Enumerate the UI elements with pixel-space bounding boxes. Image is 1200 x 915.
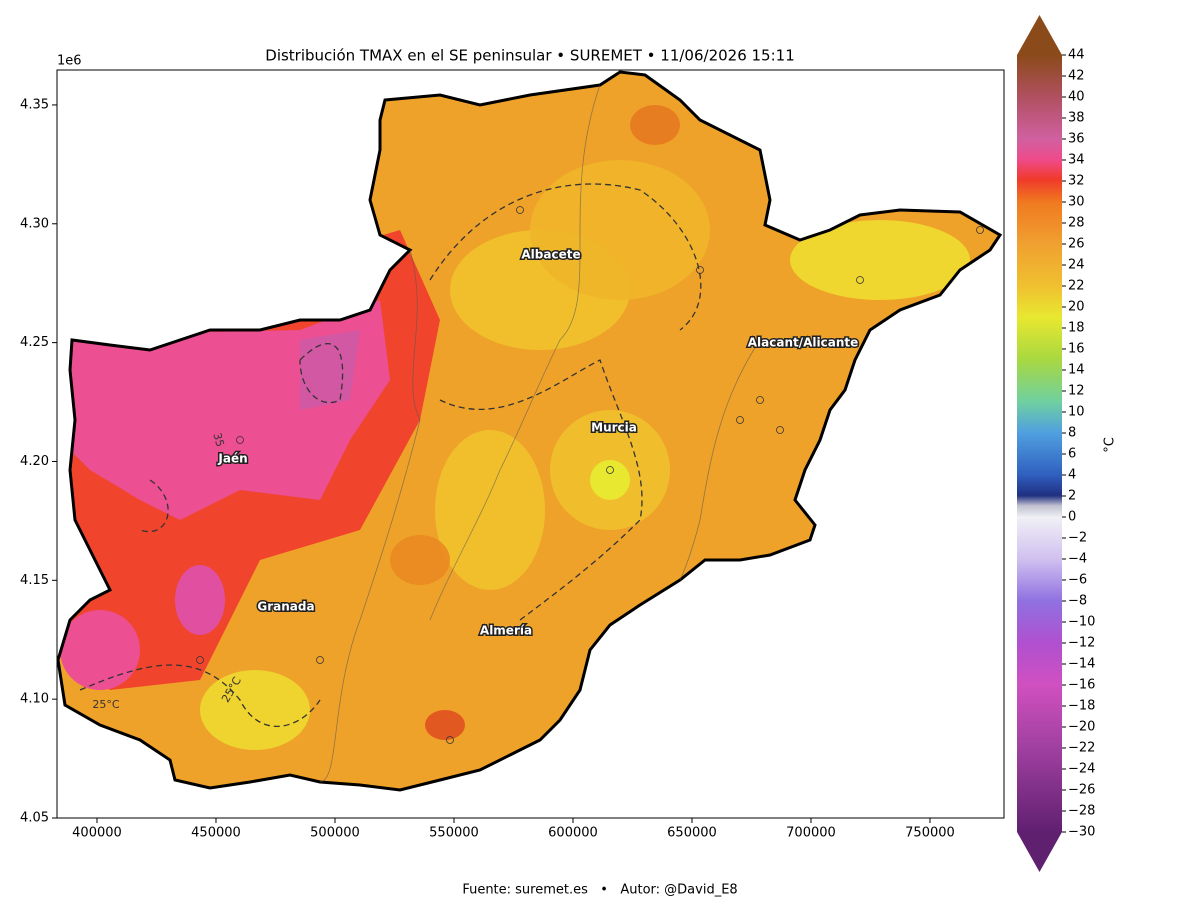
- colorbar-tick-label: 32: [1068, 174, 1085, 189]
- colorbar-tick-label: 16: [1068, 342, 1085, 357]
- colorbar-tick-label: −14: [1068, 657, 1095, 672]
- colorbar-tick-label: −22: [1068, 741, 1095, 756]
- colorbar-extend: [1017, 15, 1062, 55]
- colorbar-tick-label: 22: [1068, 279, 1085, 294]
- colorbar-tick-label: 44: [1068, 48, 1085, 63]
- map-title: Distribución TMAX en el SE peninsular • …: [265, 47, 794, 65]
- city-label: Albacete: [521, 248, 580, 262]
- colorbar-tick-label: 14: [1068, 363, 1085, 378]
- contours: [79, 183, 702, 727]
- x-tick-label: 400000: [72, 826, 122, 841]
- contour-label: 35: [210, 431, 226, 448]
- colorbar-tick-label: −24: [1068, 762, 1095, 777]
- colorbar-tick-label: 40: [1068, 90, 1085, 105]
- colorbar-tick-label: −18: [1068, 699, 1095, 714]
- colorbar-tick-label: −20: [1068, 720, 1095, 735]
- y-tick-label: 4.20: [20, 454, 49, 469]
- colorbar-tick-label: −10: [1068, 615, 1095, 630]
- colorbar-tick-label: 18: [1068, 321, 1085, 336]
- colorbar-tick-label: −16: [1068, 678, 1095, 693]
- city-label: Granada: [257, 600, 314, 614]
- colorbar-tick-label: 0: [1068, 510, 1076, 525]
- colorbar-tick-label: 34: [1068, 153, 1085, 168]
- colorbar-tick-label: 4: [1068, 468, 1076, 483]
- y-tick-label: 4.05: [20, 811, 49, 826]
- y-tick-label: 4.30: [20, 216, 49, 231]
- y-tick-label: 4.15: [20, 573, 49, 588]
- y-tick-label: 4.35: [20, 97, 49, 112]
- y-tick-label: 4.25: [20, 335, 49, 350]
- colorbar-tick-label: 20: [1068, 300, 1085, 315]
- colorbar-tick-label: 26: [1068, 237, 1085, 252]
- x-tick-label: 600000: [548, 826, 598, 841]
- x-tick-label: 700000: [786, 826, 836, 841]
- y-tick-label: 4.10: [20, 692, 49, 707]
- colorbar-tick-label: 30: [1068, 195, 1085, 210]
- colorbar-tick-label: 12: [1068, 384, 1085, 399]
- x-tick-label: 650000: [667, 826, 717, 841]
- x-tick-label: 550000: [429, 826, 479, 841]
- colorbar-label: °C: [1103, 437, 1118, 453]
- colorbar-tick-label: −4: [1068, 552, 1087, 567]
- colorbar-tick-label: −28: [1068, 804, 1095, 819]
- footer: Fuente: suremet.es • Autor: @David_E8: [462, 883, 737, 898]
- x-tick-label: 450000: [191, 826, 241, 841]
- contour-label: 25°C: [92, 698, 119, 711]
- colorbar: [1017, 55, 1062, 832]
- city-label: Murcia: [591, 421, 637, 435]
- colorbar-tick-label: 8: [1068, 426, 1076, 441]
- colorbar-tick-label: 10: [1068, 405, 1085, 420]
- colorbar-tick-label: −8: [1068, 594, 1087, 609]
- colorbar-tick-label: −30: [1068, 825, 1095, 840]
- city-label: Alacant/Alicante: [748, 336, 859, 350]
- y-offset-label: 1e6: [57, 54, 82, 69]
- colorbar-extend: [1017, 832, 1062, 872]
- colorbar-tick-label: −26: [1068, 783, 1095, 798]
- colorbar-tick-label: −12: [1068, 636, 1095, 651]
- x-tick-label: 750000: [905, 826, 955, 841]
- colorbar-tick-label: 36: [1068, 132, 1085, 147]
- x-tick-label: 500000: [310, 826, 360, 841]
- colorbar-tick-label: 6: [1068, 447, 1076, 462]
- city-label: Almería: [480, 624, 532, 638]
- colorbar-tick-label: 38: [1068, 111, 1085, 126]
- colorbar-tick-label: 2: [1068, 489, 1076, 504]
- city-label: Jaén: [217, 452, 247, 466]
- colorbar-tick-label: −6: [1068, 573, 1087, 588]
- colorbar-tick-label: 42: [1068, 69, 1085, 84]
- province-borders: [319, 84, 761, 783]
- colorbar-tick-label: 24: [1068, 258, 1085, 273]
- colorbar-tick-label: 28: [1068, 216, 1085, 231]
- colorbar-tick-label: −2: [1068, 531, 1087, 546]
- station-points: [196, 206, 984, 744]
